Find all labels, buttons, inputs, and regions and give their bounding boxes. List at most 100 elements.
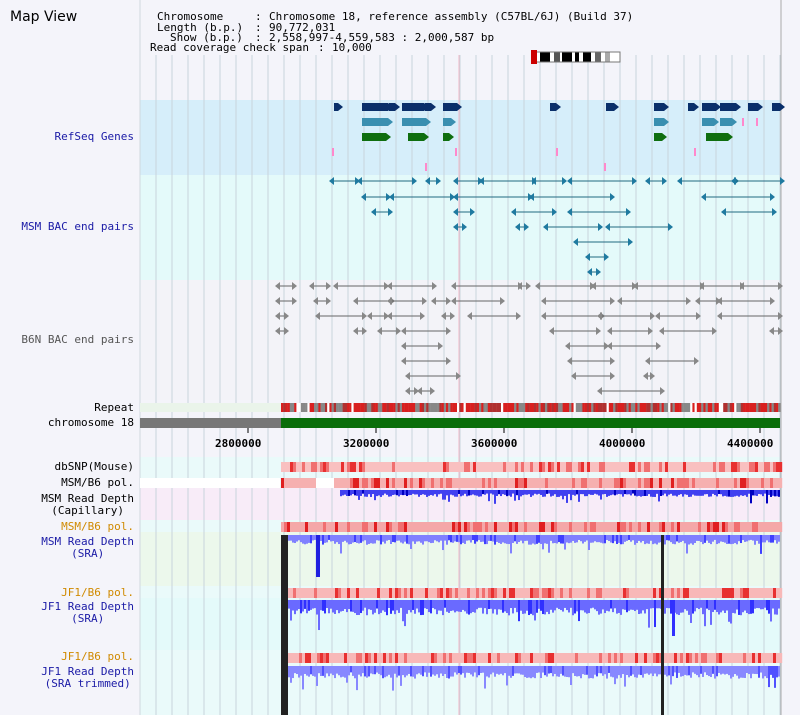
jf1-b6-pol-cell (728, 653, 732, 663)
repeat-block (635, 403, 638, 412)
repeat-block (355, 403, 359, 412)
track-label-jf1-b6-pol-2[interactable]: JF1/B6 pol. (61, 650, 134, 663)
jf1-b6-pol-cell (776, 588, 780, 598)
msm-depth-sra-bar (764, 535, 766, 543)
jf1-depth-trim-bar (756, 666, 758, 675)
msm-b6-pol-cell (374, 478, 378, 488)
jf1-b6-pol-cell (614, 653, 618, 663)
msm-depth-sra-bar (772, 535, 774, 543)
msm-b6-pol-cell (413, 522, 417, 532)
jf1-b6-pol-cell (302, 588, 306, 598)
track-label-refseq[interactable]: RefSeq Genes (54, 130, 134, 143)
dbsnp-density (734, 462, 738, 472)
jf1-b6-pol-cell (416, 653, 420, 663)
dbsnp-density (344, 462, 348, 472)
jf1-depth-sra-bar (568, 600, 570, 613)
msm-depth-cap-bar (778, 490, 780, 497)
track-label-jf1-depth-sra[interactable]: JF1 Read Depth (SRA) (41, 601, 134, 625)
msm-depth-cap-bar (424, 490, 426, 495)
track-label-jf1-depth-trim[interactable]: JF1 Read Depth (SRA trimmed) (41, 666, 134, 690)
msm-b6-pol-cell (293, 478, 297, 488)
jf1-depth-sra-bar (350, 600, 352, 612)
repeat-block (672, 403, 675, 412)
msm-b6-pol-cell (437, 478, 441, 488)
jf1-depth-sra-bar (342, 600, 344, 611)
jf1-depth-trim-bar (564, 666, 566, 677)
msm-depth-sra-bar (640, 535, 642, 543)
jf1-b6-pol-cell (365, 588, 369, 598)
msm-depth-sra-bar (594, 535, 596, 542)
track-label-msm-b6-pol-1[interactable]: MSM/B6 pol. (61, 476, 134, 489)
jf1-b6-pol-cell (485, 653, 489, 663)
jf1-b6-pol-cell (542, 588, 546, 598)
msm-depth-sra-bar (724, 535, 726, 543)
jf1-b6-pol-cell (746, 653, 750, 663)
dbsnp-density (713, 462, 717, 472)
jf1-depth-trim-bar (296, 666, 298, 675)
feature-arrow (451, 297, 456, 305)
msm-depth-cap-bar (700, 490, 702, 496)
dbsnp-density (662, 462, 666, 472)
jf1-depth-trim-bar (346, 666, 348, 683)
feature-arrow (446, 297, 451, 305)
jf1-b6-pol-cell (347, 653, 351, 663)
feature-arrow (313, 297, 318, 305)
msm-depth-sra-bar (656, 535, 658, 545)
dbsnp-density (461, 462, 465, 472)
jf1-depth-sra-bar (778, 600, 780, 609)
msm-b6-pol-cell (680, 478, 684, 488)
dbsnp-density (497, 462, 501, 472)
feature-arrow (694, 357, 699, 365)
gene-feature (748, 103, 758, 111)
msm-depth-sra-bar (746, 535, 748, 542)
msm-b6-pol-cell (758, 522, 762, 532)
jf1-b6-pol-cell (575, 653, 579, 663)
coverage-gap (281, 535, 288, 715)
gene-feature (362, 118, 388, 126)
jf1-b6-pol-cell (590, 588, 594, 598)
msm-depth-cap-bar (350, 490, 352, 496)
msm-depth-sra-bar (690, 535, 692, 544)
track-label-msm-bac[interactable]: MSM BAC end pairs (21, 220, 134, 233)
jf1-depth-trim-bar (502, 666, 504, 676)
feature-arrow (361, 193, 366, 201)
dbsnp-density (413, 462, 417, 472)
jf1-depth-trim-bar (396, 666, 398, 678)
jf1-depth-trim-bar (332, 666, 334, 676)
jf1-depth-trim-bar (308, 666, 310, 677)
repeat-block (767, 403, 770, 412)
jf1-depth-trim-bar (464, 666, 466, 678)
gene-feature (654, 133, 662, 141)
track-label-jf1-b6-pol-1[interactable]: JF1/B6 pol. (61, 586, 134, 599)
jf1-depth-sra-bar (384, 600, 386, 612)
feature-arrow (567, 357, 572, 365)
repeat-block (716, 403, 719, 412)
jf1-depth-sra-bar (474, 600, 476, 613)
jf1-depth-trim-bar (440, 666, 442, 674)
jf1-depth-trim-bar (628, 666, 630, 678)
msm-b6-pol-cell (386, 522, 390, 532)
jf1-b6-pol-cell (485, 588, 489, 598)
track-label-msm-b6-pol-2[interactable]: MSM/B6 pol. (61, 520, 134, 533)
feature-arrow (664, 103, 669, 111)
dbsnp-density (506, 462, 510, 472)
feature-arrow (571, 372, 576, 380)
msm-depth-sra-bar (578, 535, 580, 540)
track-label-msm-depth-cap[interactable]: MSM Read Depth (Capillary) (41, 493, 134, 517)
dbsnp-density (620, 462, 624, 472)
msm-b6-pol-cell (701, 522, 705, 532)
feature-arrow (451, 282, 456, 290)
msm-depth-cap-bar (454, 490, 456, 497)
msm-b6-pol-cell (599, 478, 603, 488)
jf1-b6-pol-cell (659, 653, 663, 663)
track-label-msm-depth-sra[interactable]: MSM Read Depth (SRA) (41, 536, 134, 560)
dbsnp-density (584, 462, 588, 472)
track-label-b6n-bac[interactable]: B6N BAC end pairs (21, 333, 134, 346)
jf1-depth-sra-bar (462, 600, 464, 610)
msm-depth-cap-bar (616, 490, 618, 495)
jf1-depth-sra-bar (340, 600, 342, 612)
jf1-depth-trim-bar (512, 666, 514, 676)
jf1-depth-sra-bar (712, 600, 714, 613)
track-label-dbsnp[interactable]: dbSNP(Mouse) (54, 460, 134, 473)
